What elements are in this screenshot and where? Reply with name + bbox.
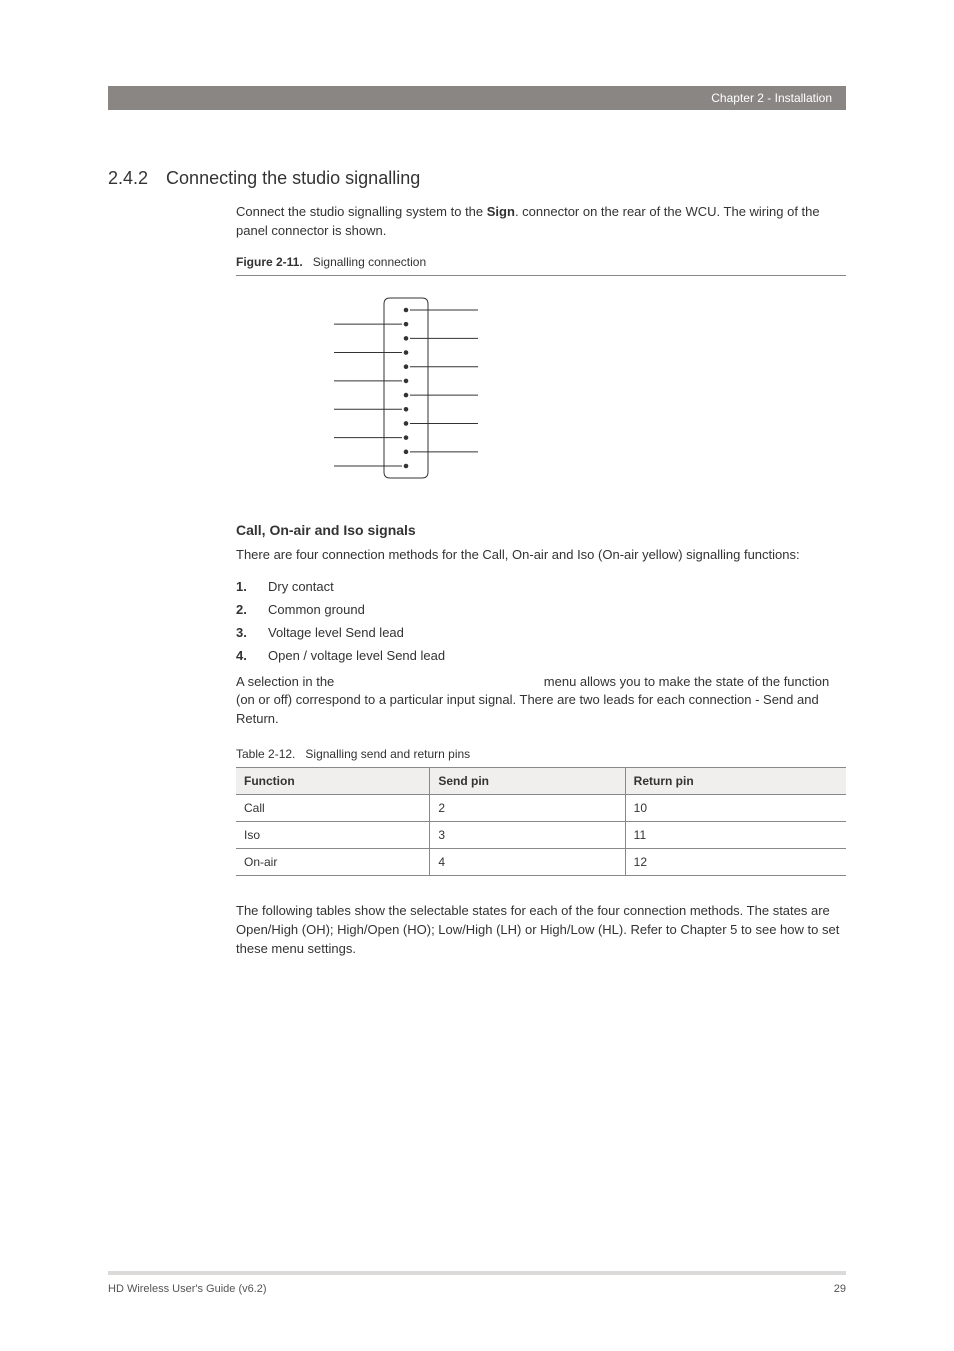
figure-holder xyxy=(236,286,846,496)
figure-rule xyxy=(236,275,846,276)
table-cell: Iso xyxy=(236,822,430,849)
sign-bold: Sign xyxy=(487,204,515,219)
connector-diagram xyxy=(286,286,526,496)
list-item: 2. Common ground xyxy=(236,602,846,617)
list-item-text: Common ground xyxy=(268,602,365,617)
table-cell: 12 xyxy=(625,849,846,876)
note-gap xyxy=(338,674,540,689)
list-item-text: Dry contact xyxy=(268,579,334,594)
body-block: Connect the studio signalling system to … xyxy=(236,203,846,959)
table-cell: 10 xyxy=(625,795,846,822)
list-item-number: 2. xyxy=(236,602,250,617)
table-cell: Call xyxy=(236,795,430,822)
methods-list: 1. Dry contact 2. Common ground 3. Voltage le… xyxy=(236,579,846,663)
list-item: 3. Voltage level Send lead xyxy=(236,625,846,640)
list-item-text: Voltage level Send lead xyxy=(268,625,404,640)
content-area: 2.4.2 Connecting the studio signalling C… xyxy=(108,168,846,973)
section-number: 2.4.2 xyxy=(108,168,148,189)
table-header-row: FunctionSend pinReturn pin xyxy=(236,768,846,795)
chapter-header-bar: Chapter 2 - Installation xyxy=(108,86,846,110)
figure-caption: Figure 2-11. Signalling connection xyxy=(236,255,846,269)
list-item-text: Open / voltage level Send lead xyxy=(268,648,445,663)
table-column-header: Return pin xyxy=(625,768,846,795)
list-item: 1. Dry contact xyxy=(236,579,846,594)
section-heading: 2.4.2 Connecting the studio signalling xyxy=(108,168,846,189)
table-cell: 3 xyxy=(430,822,625,849)
signalling-table: FunctionSend pinReturn pin Call210Iso311… xyxy=(236,767,846,876)
page-footer: HD Wireless User's Guide (v6.2) 29 xyxy=(108,1271,846,1295)
list-item-number: 3. xyxy=(236,625,250,640)
table-row: Iso311 xyxy=(236,822,846,849)
table-title: Signalling send and return pins xyxy=(305,747,470,761)
table-cell: On-air xyxy=(236,849,430,876)
footer-doc-title: HD Wireless User's Guide (v6.2) xyxy=(108,1283,267,1295)
closing-paragraph: The following tables show the selectable… xyxy=(236,902,846,959)
chapter-label: Chapter 2 - Installation xyxy=(711,91,832,105)
note-a: A selection in the xyxy=(236,674,338,689)
page: Chapter 2 - Installation 2.4.2 Connectin… xyxy=(0,0,954,1351)
table-label: Table 2-12. xyxy=(236,747,295,761)
list-item: 4. Open / voltage level Send lead xyxy=(236,648,846,663)
table-column-header: Function xyxy=(236,768,430,795)
list-item-number: 4. xyxy=(236,648,250,663)
table-cell: 4 xyxy=(430,849,625,876)
table-cell: 2 xyxy=(430,795,625,822)
table-row: Call210 xyxy=(236,795,846,822)
intro-text-a: Connect the studio signalling system to … xyxy=(236,204,487,219)
intro-paragraph: Connect the studio signalling system to … xyxy=(236,203,846,241)
figure-title: Signalling connection xyxy=(313,255,426,269)
table-column-header: Send pin xyxy=(430,768,625,795)
list-item-number: 1. xyxy=(236,579,250,594)
subsection-intro: There are four connection methods for th… xyxy=(236,546,846,565)
section-title: Connecting the studio signalling xyxy=(166,168,420,189)
subsection-note: A selection in the menu allows you to ma… xyxy=(236,673,846,730)
table-body: Call210Iso311On-air412 xyxy=(236,795,846,876)
table-cell: 11 xyxy=(625,822,846,849)
figure-label: Figure 2-11. xyxy=(236,255,303,269)
table-row: On-air412 xyxy=(236,849,846,876)
table-caption: Table 2-12. Signalling send and return p… xyxy=(236,747,846,761)
footer-page-number: 29 xyxy=(834,1283,846,1295)
subsection-title: Call, On-air and Iso signals xyxy=(236,522,846,538)
